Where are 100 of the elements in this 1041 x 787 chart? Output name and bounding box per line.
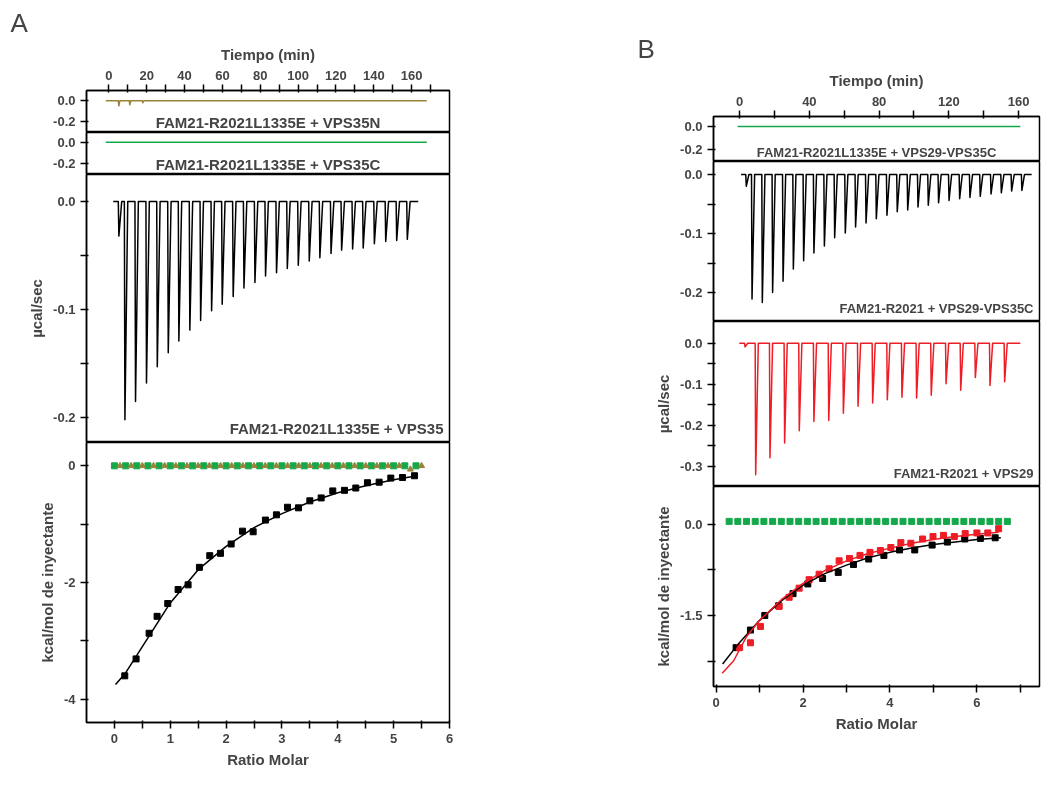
point (412, 462, 420, 470)
point (261, 516, 269, 524)
point (184, 581, 192, 589)
point (249, 528, 257, 536)
chart-title: A (10, 7, 29, 38)
line-series (112, 200, 420, 421)
point (928, 541, 936, 549)
point (919, 535, 927, 543)
point (786, 517, 794, 525)
annotation: FAM21-R2021L1335E + VPS35N (155, 113, 381, 131)
point (873, 517, 881, 525)
point (295, 461, 303, 469)
x-tick-label: 20 (139, 67, 154, 83)
x-tick-label: 0 (712, 694, 720, 710)
x-tick-label: 2 (799, 694, 807, 710)
point (734, 517, 742, 525)
line-series (740, 173, 1033, 304)
x-tick-label: 0 (110, 730, 119, 746)
point (995, 517, 1003, 525)
point (406, 465, 414, 472)
point (329, 487, 337, 495)
point (183, 461, 191, 469)
point (1003, 517, 1011, 525)
y-tick-label: -0.1 (680, 226, 703, 242)
x-tick-label: 80 (871, 93, 887, 109)
x-tick-label: 140 (362, 67, 385, 83)
point (373, 461, 381, 469)
point (847, 517, 855, 525)
y-tick-label: -2 (63, 575, 76, 590)
point (864, 517, 872, 525)
point (239, 461, 247, 469)
point (951, 517, 959, 525)
annotation: FAM21-R2021L1335E + VPS35C (155, 155, 381, 173)
point (751, 517, 759, 525)
x-tick-label: 40 (177, 67, 192, 83)
point (211, 462, 219, 470)
y-tick-label: -0.1 (53, 302, 76, 318)
point (829, 517, 837, 525)
point (942, 517, 950, 525)
x-tick-label: 1 (166, 730, 174, 746)
x-tick-label: 160 (400, 67, 423, 83)
point (378, 462, 386, 470)
point (356, 462, 364, 470)
point (929, 533, 937, 541)
point (334, 462, 342, 470)
point (401, 462, 409, 470)
point (138, 461, 146, 469)
point (267, 462, 275, 470)
y-tick-label: 0.0 (684, 166, 703, 182)
point (743, 517, 751, 525)
x-axis-title: Tiempo (min) (829, 71, 924, 89)
point (339, 461, 347, 469)
x-tick-label: 3 (278, 730, 286, 746)
point (227, 540, 235, 548)
x-axis-title: Ratio Molar (227, 750, 309, 768)
annotation: FAM21-R2021L1335E + VPS29-VPS35C (756, 144, 997, 160)
point (856, 551, 864, 559)
x-tick-label: 6 (445, 730, 454, 746)
point (795, 517, 803, 525)
point (284, 461, 292, 469)
y-tick-label: 0.0 (57, 93, 76, 109)
point (908, 517, 916, 525)
point (155, 462, 163, 470)
point (777, 517, 785, 525)
y-tick-label: -1.5 (680, 607, 703, 623)
point (133, 462, 141, 470)
annotation: FAM21-R2021L1335E + VPS35 (229, 419, 444, 437)
point (261, 461, 269, 469)
point (200, 462, 208, 470)
x-tick-label: 100 (287, 67, 309, 83)
point (278, 462, 286, 470)
point (194, 461, 202, 469)
point (250, 461, 258, 469)
point (300, 462, 308, 470)
point (323, 462, 331, 470)
y-tick-label: 0.0 (57, 194, 76, 210)
annotation: FAM21-R2021 + VPS29 (893, 465, 1034, 481)
point (122, 462, 130, 470)
chart-title: B (637, 33, 655, 64)
point (925, 517, 933, 525)
point (177, 462, 185, 470)
point (345, 462, 353, 470)
y-tick-label: -0.3 (680, 458, 703, 474)
point (317, 461, 325, 469)
point (153, 612, 161, 620)
y-tick-label: -0.1 (680, 376, 703, 392)
y-tick-label: -0.2 (53, 113, 76, 129)
x-tick-label: 120 (325, 67, 347, 83)
x-axis-title: Tiempo (min) (221, 45, 315, 63)
point (760, 517, 768, 525)
point (986, 517, 994, 525)
point (821, 517, 829, 525)
point (206, 552, 214, 560)
point (127, 461, 135, 469)
point (150, 461, 158, 469)
x-tick-label: 4 (886, 694, 895, 710)
point (233, 462, 241, 470)
y-tick-label: 0 (68, 458, 76, 474)
point (418, 461, 426, 469)
point (835, 557, 843, 565)
